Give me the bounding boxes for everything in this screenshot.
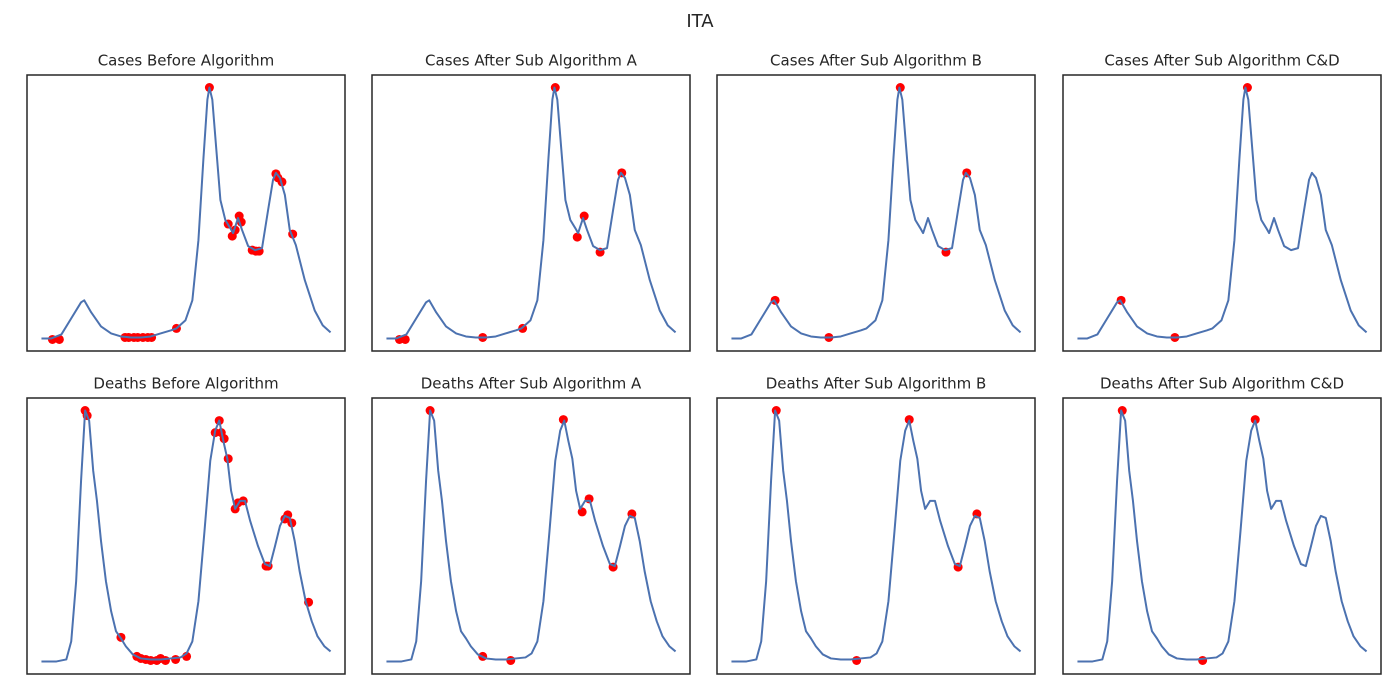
scatter-point <box>904 415 914 425</box>
axes-frame <box>371 397 691 675</box>
data-line <box>386 86 677 340</box>
scatter-point <box>171 654 181 664</box>
data-line <box>41 409 332 663</box>
axes-frame <box>716 74 1036 352</box>
subplot-title: Cases After Sub Algorithm C&D <box>1104 52 1339 70</box>
subplot: Deaths After Sub Algorithm C&D <box>1062 375 1382 675</box>
subplot-title: Deaths After Sub Algorithm C&D <box>1100 375 1344 393</box>
axes-frame <box>1062 397 1382 675</box>
subplot: Cases After Sub Algorithm C&D <box>1062 52 1382 352</box>
subplot: Deaths After Sub Algorithm A <box>371 375 691 675</box>
data-line <box>731 409 1022 663</box>
subplot-title: Deaths After Sub Algorithm A <box>421 375 642 393</box>
scatter-point <box>852 655 862 665</box>
axes-frame <box>26 397 346 675</box>
subplot: Deaths Before Algorithm <box>26 375 346 675</box>
data-line <box>1077 86 1368 340</box>
data-line <box>1077 409 1368 663</box>
subplot: Deaths After Sub Algorithm B <box>716 375 1036 675</box>
scatter-point <box>572 232 582 242</box>
subplot-title: Deaths After Sub Algorithm B <box>766 375 987 393</box>
scatter-point <box>160 655 170 665</box>
subplot-title: Cases Before Algorithm <box>98 52 275 70</box>
scatter-point <box>577 507 587 517</box>
axes-frame <box>26 74 346 352</box>
axes-frame <box>716 397 1036 675</box>
data-line <box>731 86 1022 340</box>
subplot-title: Cases After Sub Algorithm B <box>770 52 982 70</box>
scatter-point <box>1198 655 1208 665</box>
data-line <box>41 86 332 340</box>
scatter-point <box>584 494 594 504</box>
axes-frame <box>371 74 691 352</box>
subplot: Cases Before Algorithm <box>26 52 346 352</box>
scatter-point <box>558 415 568 425</box>
scatter-point <box>400 334 410 344</box>
subplot: Cases After Sub Algorithm A <box>371 52 691 352</box>
data-line <box>386 409 677 663</box>
scatter-point <box>1250 415 1260 425</box>
figure-title: ITA <box>686 11 714 32</box>
subplot-title: Deaths Before Algorithm <box>93 375 278 393</box>
scatter-point <box>506 655 516 665</box>
axes-frame <box>1062 74 1382 352</box>
subplot-title: Cases After Sub Algorithm A <box>425 52 638 70</box>
subplot: Cases After Sub Algorithm B <box>716 52 1036 352</box>
